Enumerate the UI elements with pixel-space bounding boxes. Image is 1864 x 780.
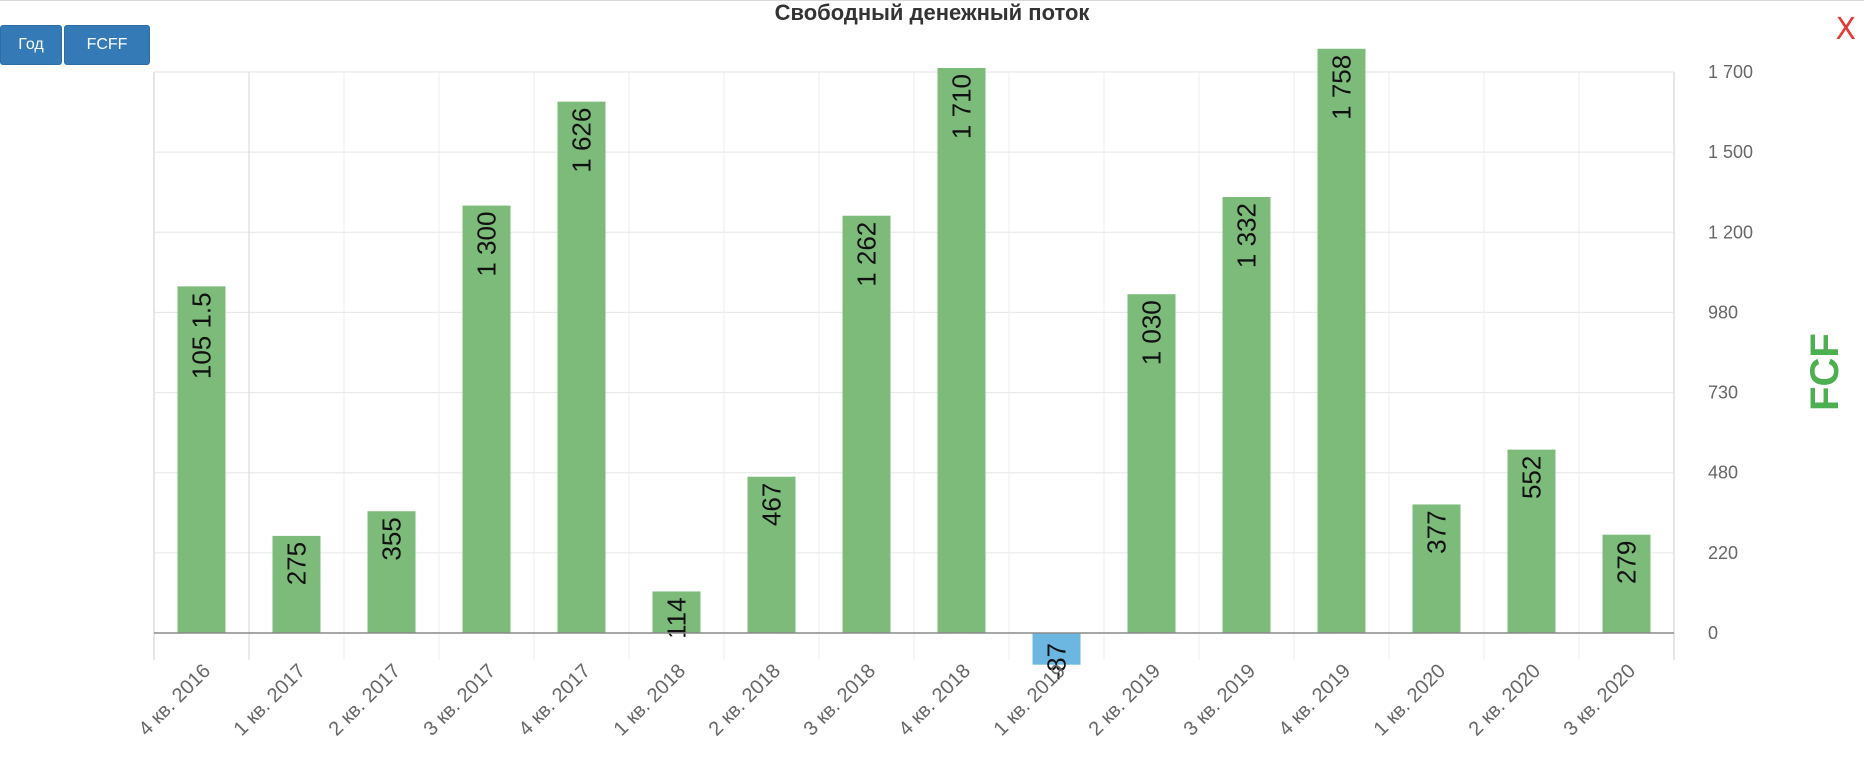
y-tick-label: 220 <box>1708 543 1738 563</box>
bar-13 <box>1412 504 1461 633</box>
bar-value-label: 1 300 <box>472 212 502 277</box>
x-tick-label: 4 кв. 2016 <box>135 660 215 740</box>
bar-10 <box>1127 294 1176 633</box>
y-axis-title: FCF <box>1803 333 1847 411</box>
bar-value-label: -87 <box>1042 643 1072 681</box>
fcff-button[interactable]: FCFF <box>64 25 150 65</box>
year-button[interactable]: Год <box>0 25 62 65</box>
bar-9 <box>1032 633 1081 665</box>
x-tick-label: 3 кв. 2018 <box>800 660 880 740</box>
bar-5 <box>652 591 701 633</box>
bar-value-label: 1 626 <box>567 108 597 173</box>
bar-4 <box>557 101 606 634</box>
bar-3 <box>462 205 511 634</box>
bar-2 <box>367 511 416 633</box>
x-tick-label: 1 кв. 2020 <box>1370 660 1450 740</box>
x-tick-label: 3 кв. 2020 <box>1560 660 1640 740</box>
x-tick-label: 2 кв. 2018 <box>705 660 785 740</box>
bar-value-label: 105 1.5 <box>187 292 217 379</box>
bar-7 <box>842 215 891 634</box>
x-tick-label: 4 кв. 2017 <box>515 660 595 740</box>
bar-value-label: 114 <box>662 597 692 638</box>
x-tick-label: 2 кв. 2019 <box>1085 660 1165 740</box>
y-tick-label: 1 700 <box>1708 62 1753 82</box>
bar-value-label: 1 332 <box>1232 203 1262 268</box>
bar-value-label: 355 <box>377 517 407 560</box>
y-tick-label: 1 500 <box>1708 142 1753 162</box>
bar-12 <box>1317 48 1366 634</box>
close-icon[interactable]: X <box>1835 12 1856 47</box>
bar-0 <box>177 286 226 633</box>
x-tick-label: 1 кв. 2018 <box>610 660 690 740</box>
bar-15 <box>1602 534 1651 633</box>
bar-8 <box>937 67 986 633</box>
x-tick-label: 4 кв. 2019 <box>1275 660 1355 740</box>
x-tick-label: 2 кв. 2020 <box>1465 660 1545 740</box>
y-tick-label: 730 <box>1708 383 1738 403</box>
bar-value-label: 1 262 <box>852 222 882 287</box>
bar-value-label: 1 758 <box>1327 55 1357 120</box>
x-tick-label: 3 кв. 2019 <box>1180 660 1260 740</box>
y-tick-label: 480 <box>1708 463 1738 483</box>
x-tick-label: 4 кв. 2018 <box>895 660 975 740</box>
y-tick-label: 980 <box>1708 302 1738 322</box>
bar-value-label: 467 <box>757 483 787 526</box>
bar-value-label: 279 <box>1612 541 1642 584</box>
bar-value-label: 1 710 <box>947 74 977 139</box>
bar-1 <box>272 535 321 633</box>
bar-value-label: 552 <box>1517 456 1547 499</box>
bar-value-label: 377 <box>1422 510 1452 553</box>
x-tick-label: 1 кв. 2019 <box>990 660 1070 740</box>
chart-title: Свободный денежный поток <box>774 0 1090 25</box>
bar-6 <box>747 476 796 633</box>
bar-value-label: 275 <box>282 542 312 585</box>
y-tick-label: 1 200 <box>1708 222 1753 242</box>
x-tick-label: 1 кв. 2017 <box>230 660 310 740</box>
bar-11 <box>1222 197 1271 633</box>
bar-14 <box>1507 449 1556 633</box>
top-divider <box>0 0 1864 1</box>
x-tick-label: 3 кв. 2017 <box>420 660 500 740</box>
x-tick-label: 2 кв. 2017 <box>325 660 405 740</box>
y-tick-label: 0 <box>1708 623 1718 643</box>
bar-value-label: 1 030 <box>1137 300 1167 365</box>
